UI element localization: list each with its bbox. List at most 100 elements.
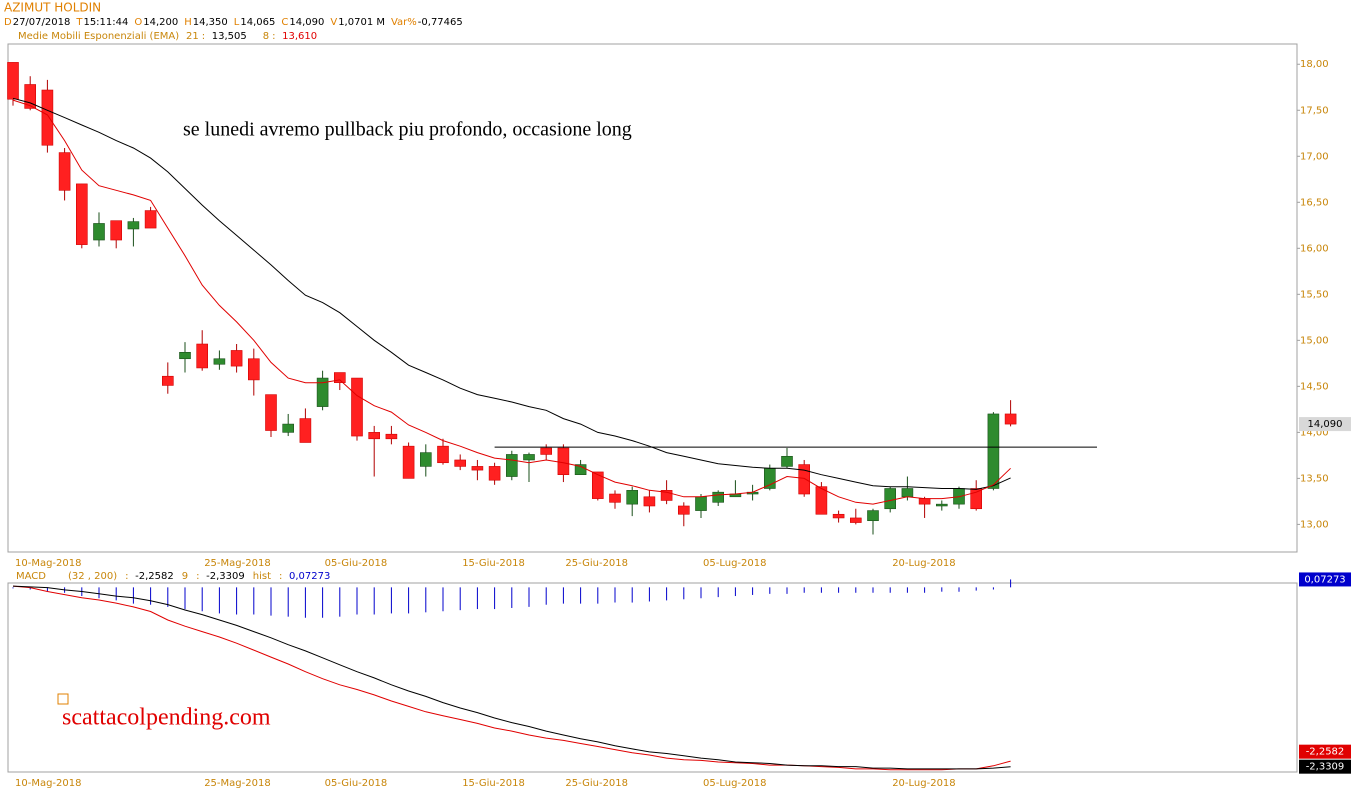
y-tick-label: 16,50 <box>1300 197 1329 208</box>
x-tick-label: 05-Giu-2018 <box>325 558 388 569</box>
info-key: C <box>281 17 288 28</box>
candle-down <box>265 394 277 431</box>
macd-title: MACD <box>16 571 46 582</box>
candle-down <box>488 466 501 481</box>
x-tick-label: 20-Lug-2018 <box>892 558 955 569</box>
candle-up <box>626 490 639 505</box>
info-value: -0,77465 <box>418 17 463 28</box>
x-tick-label: 15-Giu-2018 <box>462 778 525 789</box>
info-value: 14,200 <box>143 17 178 28</box>
candle-down <box>454 459 467 467</box>
candle-up <box>763 467 776 489</box>
candle-up <box>93 223 105 241</box>
x-tick-label: 25-Giu-2018 <box>565 778 628 789</box>
candle-down <box>918 498 931 505</box>
y-tick-label: 15,50 <box>1300 289 1329 300</box>
y-tick-label: 17,00 <box>1300 151 1329 162</box>
info-value: 1,0701 M <box>338 17 385 28</box>
candle-up <box>574 464 587 475</box>
legend-name: 8 <box>263 31 269 42</box>
candle-up <box>213 358 226 365</box>
candle-up <box>884 488 897 510</box>
candle-down <box>402 445 415 479</box>
candle-up <box>523 454 535 461</box>
candle-down <box>643 496 656 507</box>
legend-item: 9 <box>182 571 188 582</box>
legend-item: (32 , 200) <box>68 571 117 582</box>
last-price: 14,090 <box>1308 419 1343 430</box>
macd-line <box>12 585 1011 771</box>
candle-down <box>591 471 604 499</box>
candle-down <box>351 377 363 437</box>
x-tick-label: 20-Lug-2018 <box>892 778 955 789</box>
info-value: 14,065 <box>240 17 275 28</box>
candle-down <box>24 84 37 109</box>
macd-value: -2,2582 <box>1306 747 1345 758</box>
ema-line <box>12 99 1011 505</box>
candle-up <box>781 455 793 467</box>
hist-value: 0,07273 <box>1304 574 1345 585</box>
info-key: Var% <box>391 17 417 28</box>
legend-sep: : <box>125 571 128 582</box>
y-tick-label: 18,00 <box>1300 59 1329 70</box>
info-key: H <box>184 17 192 28</box>
y-tick-label: 16,00 <box>1300 243 1329 254</box>
macd-panel <box>7 582 1298 773</box>
info-value: 27/07/2018 <box>13 17 71 28</box>
signal-value-box <box>1299 759 1351 774</box>
candle-down <box>58 152 71 191</box>
candle-down <box>41 89 54 146</box>
candle-down <box>557 447 570 475</box>
info-key: T <box>75 17 83 28</box>
candle-up <box>179 351 191 360</box>
candle-up <box>127 221 140 230</box>
y-tick-label: 15,00 <box>1300 335 1329 346</box>
candle-down <box>540 447 553 455</box>
candle-down <box>677 505 690 515</box>
x-tick-label: 25-Mag-2018 <box>204 778 271 789</box>
candle-up <box>505 454 518 477</box>
candle-down <box>815 486 828 515</box>
candle-up <box>987 413 1000 489</box>
legend-item: -2,3309 <box>206 571 245 582</box>
candle-down <box>798 464 811 495</box>
macd-value-box <box>1299 744 1351 759</box>
candle-down <box>7 62 19 100</box>
y-tick-label: 13,50 <box>1300 473 1329 484</box>
candle-down <box>368 432 381 440</box>
candle-down <box>832 513 845 519</box>
candle-up <box>282 423 295 433</box>
y-tick-label: 13,00 <box>1300 519 1329 530</box>
y-tick-label: 14,50 <box>1300 381 1329 392</box>
candle-up <box>901 488 914 498</box>
legend-value: 13,610 <box>282 31 317 42</box>
candle-up <box>867 510 879 522</box>
x-tick-label: 10-Mag-2018 <box>15 778 82 789</box>
candle-down <box>110 220 122 241</box>
candle-up <box>935 503 948 507</box>
candle-down <box>299 418 312 443</box>
candle-up <box>316 377 329 407</box>
x-tick-label: 25-Giu-2018 <box>565 558 628 569</box>
candle-up <box>695 496 707 511</box>
candle-down <box>248 358 260 381</box>
indicator-label: Medie Mobili Esponenziali (EMA) <box>18 31 179 42</box>
macd-line <box>12 585 1011 770</box>
candle-down <box>609 493 621 503</box>
candle-down <box>162 375 174 386</box>
legend-sep: : <box>196 571 199 582</box>
candle-down <box>1004 413 1017 425</box>
x-tick-label: 05-Lug-2018 <box>703 558 766 569</box>
x-tick-label: 10-Mag-2018 <box>15 558 82 569</box>
signal-value: -2,3309 <box>1306 762 1345 773</box>
candle-down <box>76 183 88 245</box>
candle-down <box>437 445 449 464</box>
legend-sep: : <box>279 571 282 582</box>
candle-down <box>970 488 983 510</box>
hist-value-box <box>1299 572 1351 587</box>
legend-item: 0,07273 <box>289 571 330 582</box>
info-key: L <box>234 17 240 28</box>
legend-sep: : <box>272 31 275 42</box>
info-key: V <box>330 17 337 28</box>
